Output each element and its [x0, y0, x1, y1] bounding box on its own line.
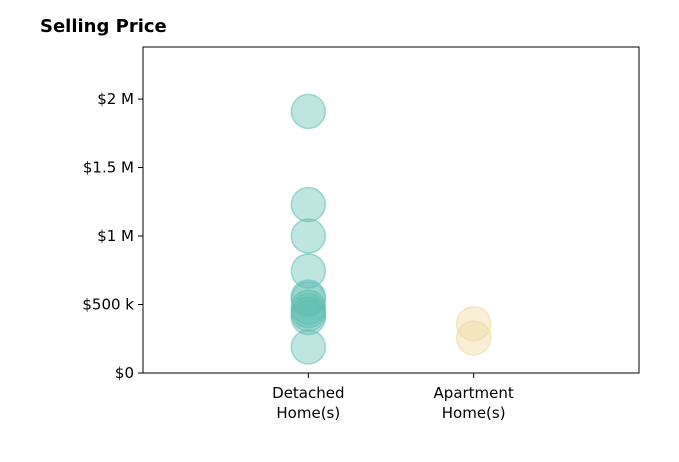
y-tick-label: $2 M	[97, 90, 134, 108]
data-point	[290, 299, 327, 336]
y-tick-label: $1.5 M	[83, 159, 134, 177]
y-axis: $0 $500 k $1 M $1.5 M $2 M	[82, 90, 143, 382]
data-point	[290, 329, 327, 365]
data-points	[290, 93, 492, 365]
x-axis: Detached Home(s) Apartment Home(s)	[272, 373, 514, 422]
data-point	[455, 305, 492, 342]
y-tick-label: $0	[115, 364, 134, 382]
data-point	[290, 218, 327, 254]
y-tick-label: $500 k	[82, 296, 134, 314]
data-point	[455, 320, 492, 356]
y-tick-label: $1 M	[97, 227, 134, 245]
plot-frame	[142, 46, 640, 374]
x-tick-label: Detached Home(s)	[272, 384, 344, 422]
data-point	[290, 93, 327, 130]
chart-title: Selling Price	[40, 16, 167, 37]
data-point	[290, 253, 327, 289]
x-tick-label: Apartment Home(s)	[434, 384, 514, 422]
data-point	[290, 186, 327, 223]
data-point	[290, 281, 327, 317]
